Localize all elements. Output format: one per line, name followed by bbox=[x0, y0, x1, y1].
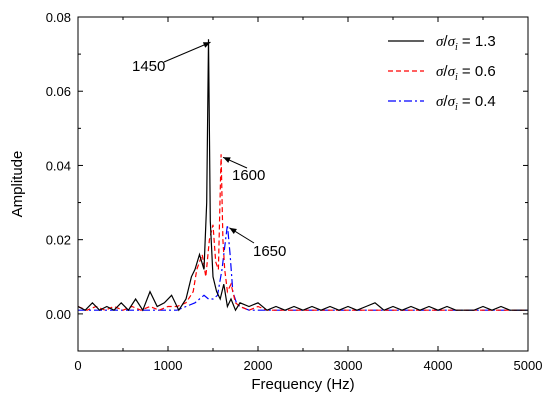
y-tick-label: 0.04 bbox=[46, 158, 71, 173]
x-tick-label: 4000 bbox=[424, 358, 453, 373]
y-axis: 0.00 0.02 0.04 0.06 0.08 bbox=[46, 10, 528, 322]
legend-sigma-i: σ bbox=[448, 34, 456, 50]
annotation-arrowhead bbox=[202, 42, 211, 48]
y-tick-label: 0.08 bbox=[46, 10, 71, 25]
legend-entry: σ/σi = 0.4 bbox=[436, 93, 496, 113]
x-tick-label: 0 bbox=[74, 358, 81, 373]
legend-value: = 0.6 bbox=[458, 63, 496, 80]
annotation-label: 1650 bbox=[253, 243, 286, 260]
y-tick-label: 0.06 bbox=[46, 84, 71, 99]
annotation-label: 1450 bbox=[132, 58, 165, 75]
legend-subscript: i bbox=[455, 102, 458, 113]
legend-sigma: σ bbox=[436, 64, 444, 80]
legend-subscript: i bbox=[455, 42, 458, 53]
y-tick-label: 0.02 bbox=[46, 233, 71, 248]
legend-value: = 0.4 bbox=[458, 93, 496, 110]
legend-subscript: i bbox=[455, 72, 458, 83]
legend-entry: σ/σi = 0.6 bbox=[436, 63, 496, 83]
x-axis-label: Frequency (Hz) bbox=[251, 376, 354, 393]
x-tick-label: 2000 bbox=[244, 358, 273, 373]
peak-annotations: 1450 1600 1650 bbox=[132, 41, 286, 260]
legend-value: = 1.3 bbox=[458, 33, 496, 50]
legend-sigma: σ bbox=[436, 34, 444, 50]
legend-sigma: σ bbox=[436, 94, 444, 110]
x-tick-label: 3000 bbox=[334, 358, 363, 373]
y-axis-label: Amplitude bbox=[9, 151, 26, 218]
series-lines bbox=[77, 39, 528, 312]
series-line-2 bbox=[77, 154, 528, 311]
annotation-label: 1600 bbox=[232, 167, 265, 184]
x-axis: 0 1000 2000 3000 4000 5000 bbox=[74, 17, 542, 373]
legend: σ/σi = 1.3σ/σi = 0.6σ/σi = 0.4 bbox=[388, 33, 496, 113]
series-line-3 bbox=[78, 224, 528, 311]
legend-entry: σ/σi = 1.3 bbox=[436, 33, 496, 53]
legend-slash: / bbox=[443, 93, 448, 110]
annotation-arrow bbox=[163, 41, 211, 63]
legend-sigma-i: σ bbox=[448, 64, 456, 80]
annotation-arrowhead bbox=[229, 227, 237, 235]
legend-slash: / bbox=[443, 33, 448, 50]
annotation-arrowhead bbox=[223, 157, 231, 163]
y-tick-label: 0.00 bbox=[46, 307, 71, 322]
series-line-1 bbox=[77, 39, 528, 312]
legend-slash: / bbox=[443, 63, 448, 80]
x-tick-label: 1000 bbox=[154, 358, 183, 373]
x-tick-label: 5000 bbox=[514, 358, 543, 373]
legend-sigma-i: σ bbox=[448, 94, 456, 110]
